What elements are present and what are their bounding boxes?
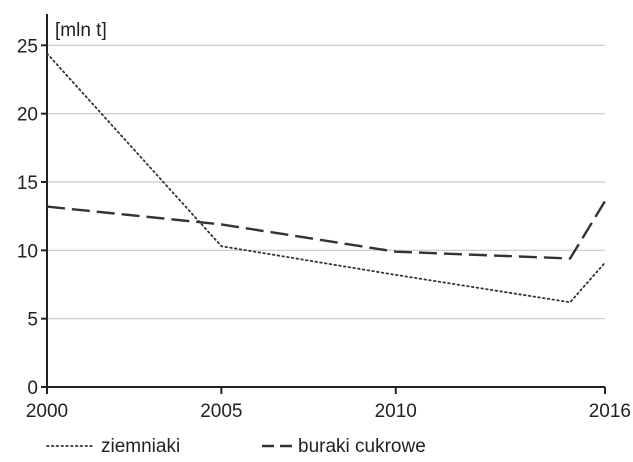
label-layer: [mln t] 0 5 10 15 20 25 2000 2005 2010 2016 [17, 20, 631, 422]
y-tick-label-0: 0 [27, 378, 38, 399]
grid-layer [47, 44, 605, 320]
y-tick-label-10: 10 [17, 241, 38, 262]
y-tick-label-5: 5 [27, 310, 38, 331]
legend-label-buraki-cukrowe: buraki cukrowe [298, 436, 426, 457]
y-tick-label-15: 15 [17, 173, 38, 194]
series-line-ziemniaki [46, 52, 606, 304]
legend-label-ziemniaki: ziemniaki [101, 436, 180, 457]
x-tick-label-2010: 2010 [375, 401, 417, 422]
y-axis-unit-label: [mln t] [55, 20, 107, 41]
series-line-buraki-cukrowe [46, 200, 607, 260]
x-tick-label-2000: 2000 [26, 401, 68, 422]
x-tick-label-2005: 2005 [200, 401, 242, 422]
series-layer [46, 52, 607, 304]
axis-layer [41, 14, 606, 394]
y-tick-label-25: 25 [17, 36, 38, 57]
y-tick-label-20: 20 [17, 105, 38, 126]
legend: ziemniaki buraki cukrowe [46, 436, 426, 457]
x-tick-label-2016: 2016 [589, 401, 631, 422]
